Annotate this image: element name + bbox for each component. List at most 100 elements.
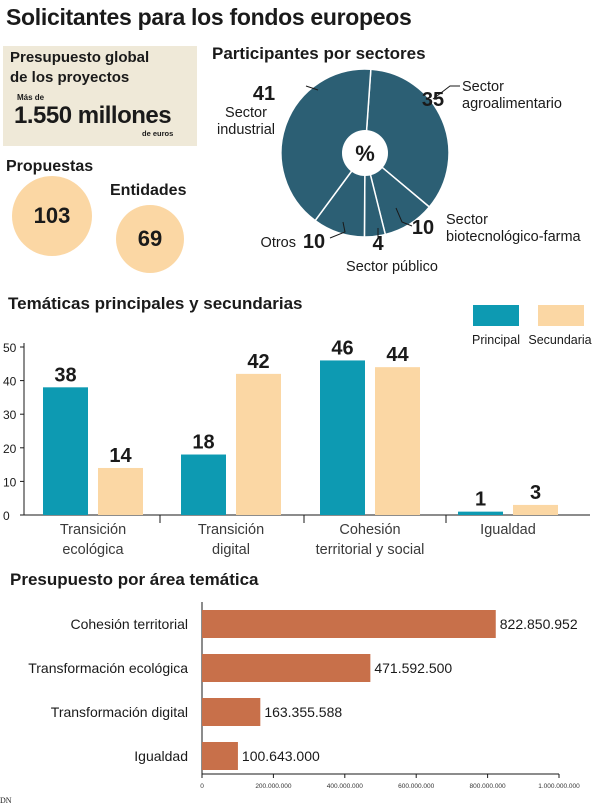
entidades-value: 69 bbox=[137, 226, 163, 251]
bar bbox=[98, 467, 143, 515]
budget-title: Presupuesto global de los proyectos bbox=[10, 48, 190, 88]
hbar-x-tick-label: 1.000.000.000 bbox=[538, 783, 580, 790]
hbar-value-label: 163.355.588 bbox=[264, 704, 342, 720]
hbar-category-label: Transformación ecológica bbox=[28, 660, 188, 676]
y-tick-label: 50 bbox=[3, 341, 17, 355]
hbar-value-label: 471.592.500 bbox=[374, 660, 452, 676]
propuestas-value: 103 bbox=[33, 203, 71, 228]
budget-amount: 1.550 millones bbox=[14, 102, 172, 129]
hbar-x-tick-label: 800.000.000 bbox=[470, 783, 507, 790]
bar bbox=[43, 387, 88, 515]
hbar-marks: Cohesión territorial 822.850.952 Transform… bbox=[28, 610, 578, 770]
hbar-x-tick-label: 600.000.000 bbox=[398, 783, 435, 790]
hbar-x-tick-label: 0 bbox=[200, 783, 204, 790]
pie-slice-value: 35 bbox=[422, 89, 444, 111]
y-tick-label: 40 bbox=[3, 375, 17, 389]
legend-label: Secundaria bbox=[528, 333, 591, 347]
legend-label: Principal bbox=[472, 333, 520, 347]
propuestas-label: Propuestas bbox=[6, 158, 94, 175]
budget-title-line-1: Presupuesto global bbox=[10, 49, 150, 66]
hbar-category-label: Igualdad bbox=[134, 748, 188, 764]
bar bbox=[458, 511, 503, 515]
pie-slice-label: industrial bbox=[217, 122, 275, 138]
category-label: digital bbox=[212, 542, 250, 558]
pie-title: Participantes por sectores bbox=[212, 44, 426, 63]
pie-slice-value: 10 bbox=[303, 231, 325, 253]
hbar-value-label: 100.643.000 bbox=[242, 748, 320, 764]
pie-center-label: % bbox=[355, 141, 375, 166]
bar-chart-title: Temáticas principales y secundarias bbox=[8, 294, 303, 313]
legend-swatch bbox=[473, 305, 519, 326]
bar-value-label: 44 bbox=[386, 344, 409, 366]
bar-legend: Principal Secundaria bbox=[472, 305, 592, 347]
hbar-category-label: Cohesión territorial bbox=[71, 616, 189, 632]
credit-logo: DN bbox=[0, 796, 12, 805]
bar-category-labels: Transición ecológica Transición digital Cohe… bbox=[60, 522, 536, 558]
page-title: Solicitantes para los fondos europeos bbox=[6, 4, 412, 30]
bar-value-label: 18 bbox=[192, 432, 214, 454]
bar-value-label: 1 bbox=[475, 489, 486, 511]
pie-slice-label: Sector bbox=[462, 79, 504, 95]
legend-swatch bbox=[538, 305, 584, 326]
hbar bbox=[202, 654, 371, 682]
y-tick-label: 20 bbox=[3, 442, 17, 456]
entidades-label: Entidades bbox=[110, 182, 187, 199]
y-tick-label: 10 bbox=[3, 475, 17, 489]
category-label: Cohesión bbox=[339, 522, 400, 538]
pie-slice-value: 4 bbox=[372, 233, 384, 255]
y-tick-label: 30 bbox=[3, 408, 17, 422]
y-tick-label: 0 bbox=[3, 509, 10, 523]
bar-marks: 38 14 18 42 46 44 1 3 bbox=[43, 337, 558, 515]
pie-leader-line bbox=[395, 207, 413, 227]
pie-slice-label: Otros bbox=[261, 235, 296, 251]
category-label: ecológica bbox=[62, 542, 124, 558]
bar-value-label: 42 bbox=[247, 351, 269, 373]
budget-unit: de euros bbox=[142, 129, 174, 138]
bar-value-label: 3 bbox=[530, 482, 541, 504]
hbar-x-tick-label: 400.000.000 bbox=[327, 783, 364, 790]
hbar-x-tick-label: 200.000.000 bbox=[255, 783, 292, 790]
bar-y-axis: 0 10 20 30 40 50 bbox=[3, 341, 590, 523]
bar-value-label: 46 bbox=[331, 337, 353, 359]
pie-slice-label: biotecnológico-farma bbox=[446, 229, 582, 245]
category-label: Transición bbox=[60, 522, 126, 538]
category-label: Igualdad bbox=[480, 522, 536, 538]
pie-leader-line bbox=[305, 85, 319, 91]
grouped-bar-chart: Principal Secundaria 0 10 20 30 40 50 38 14 18 42… bbox=[3, 305, 592, 558]
pie-slice bbox=[280, 68, 372, 222]
budget-title-line-2: de los proyectos bbox=[10, 69, 130, 86]
horizontal-bar-chart: 0 200.000.000 400.000.000 600.000.000 800.00… bbox=[28, 602, 580, 790]
pie-slice-value: 10 bbox=[412, 217, 434, 239]
bar bbox=[236, 373, 281, 515]
hbar bbox=[202, 742, 238, 770]
pie-slice-label: Sector bbox=[446, 212, 488, 228]
bar-value-label: 38 bbox=[54, 364, 76, 386]
pie-slice bbox=[364, 68, 450, 209]
propuestas-circle: 103 bbox=[12, 176, 92, 256]
pie-leader-line bbox=[329, 221, 346, 239]
budget-box bbox=[3, 46, 197, 146]
bar bbox=[181, 454, 226, 515]
pie-leader-line bbox=[432, 85, 460, 100]
hbar-category-label: Transformación digital bbox=[51, 704, 188, 720]
pie-slice-label: Sector público bbox=[346, 259, 438, 275]
bar bbox=[320, 360, 365, 515]
hbar-value-label: 822.850.952 bbox=[500, 616, 578, 632]
hbar bbox=[202, 610, 496, 638]
pie-slice-label: agroalimentario bbox=[462, 96, 562, 112]
entidades-circle: 69 bbox=[116, 205, 184, 273]
category-label: Transición bbox=[198, 522, 264, 538]
bar bbox=[375, 367, 420, 515]
category-label: territorial y social bbox=[316, 542, 425, 558]
budget-prefix: Más de bbox=[17, 93, 45, 102]
pie-slice-value: 41 bbox=[253, 83, 275, 105]
pie-slice-label: Sector bbox=[225, 105, 267, 121]
pie-slices bbox=[280, 68, 450, 238]
pie-center-hole bbox=[342, 130, 388, 176]
budget-chart-title: Presupuesto por área temática bbox=[10, 570, 259, 589]
bar bbox=[513, 504, 558, 515]
bar-value-label: 14 bbox=[109, 445, 132, 467]
hbar bbox=[202, 698, 261, 726]
